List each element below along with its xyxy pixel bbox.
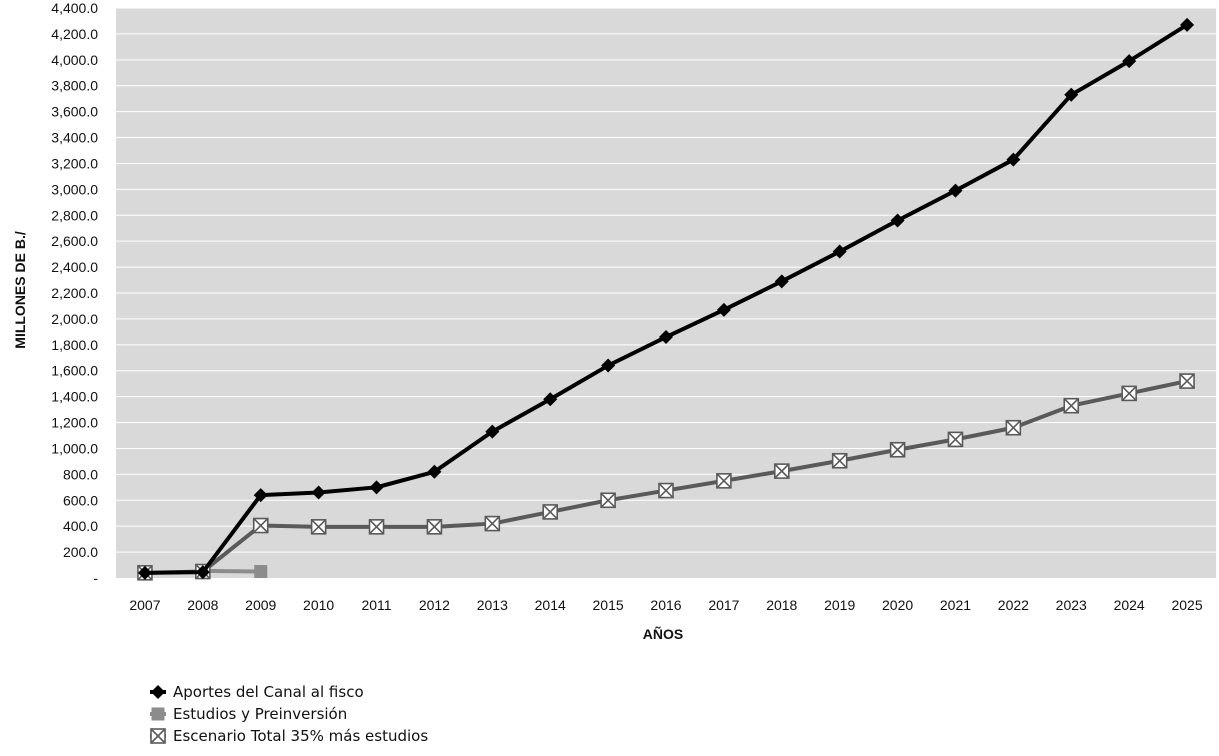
data-point [947,431,964,448]
legend-marker [150,728,166,744]
data-point [485,424,500,439]
series-group [137,17,1195,581]
x-tick-label: 2021 [940,597,971,613]
data-point [1180,17,1195,32]
legend: Aportes del Canal al fisco Estudios y Pre… [150,683,428,745]
x-tick-label: 2011 [361,597,391,613]
data-point [774,274,789,289]
y-tick-label: 1,200.0 [51,415,98,431]
legend-item: Escenario Total 35% más estudios [150,727,428,745]
x-tick-label: 2019 [824,597,855,613]
y-tick-label: 3,800.0 [51,78,98,94]
x-axis-ticks: 2007 2008 2009 2010 2011 2012 2013 2014 2015 2016… [129,597,1202,613]
data-point [426,519,443,535]
y-tick-label: 1,000.0 [51,440,98,456]
y-tick-label: 2,800.0 [51,207,98,223]
y-tick-label: 4,400.0 [51,0,98,16]
x-tick-label: 2012 [419,597,450,613]
data-point [195,565,210,580]
x-tick-label: 2016 [650,597,681,613]
legend-item: Estudios y Preinversión [150,705,347,723]
y-axis-title: MILLONES DE B./ [12,231,28,349]
data-point [889,441,906,458]
data-point [601,358,616,373]
x-tick-label: 2008 [187,597,218,613]
x-tick-label: 2014 [535,597,566,613]
x-tick-label: 2025 [1171,597,1202,613]
x-tick-label: 2007 [129,597,160,613]
data-point [716,302,731,317]
data-point [890,213,905,228]
y-tick-label: 800.0 [63,466,98,482]
data-point [252,517,269,534]
data-point [658,482,674,499]
legend-label: Estudios y Preinversión [173,705,347,723]
x-tick-label: 2010 [303,597,334,613]
x-tick-label: 2013 [477,597,508,613]
data-point [1122,54,1137,69]
y-tick-label: 4,000.0 [51,52,98,68]
data-point [369,480,384,495]
legend-item: Aportes del Canal al fisco [150,683,364,701]
legend-label: Escenario Total 35% más estudios [173,727,428,745]
data-point [1005,419,1022,436]
y-tick-label: 3,200.0 [51,155,98,171]
data-point [832,244,847,259]
data-point [1121,385,1137,402]
y-tick-label: 4,200.0 [51,26,98,42]
legend-marker [151,685,165,699]
series-line [202,568,261,574]
y-tick-label: 2,000.0 [51,311,98,327]
y-tick-label: - [93,570,98,586]
legend-marker [151,707,165,721]
y-tick-label: 2,600.0 [51,233,98,249]
y-tick-label: 1,600.0 [51,363,98,379]
data-point [1179,373,1195,389]
x-tick-label: 2023 [1056,597,1087,613]
data-point [1064,87,1079,102]
x-tick-label: 2022 [998,597,1029,613]
data-point [831,452,848,469]
data-point [773,463,790,479]
data-point [1006,152,1021,167]
x-tick-label: 2024 [1114,597,1145,613]
y-tick-label: 200.0 [63,544,98,560]
data-point [542,504,559,520]
x-tick-label: 2017 [708,597,739,613]
x-tick-label: 2009 [245,597,276,613]
y-tick-label: 1,400.0 [51,389,98,405]
y-tick-label: 3,600.0 [51,104,98,120]
data-point [253,488,268,503]
data-point [427,464,442,479]
data-point [311,485,326,500]
data-point [137,565,152,580]
y-tick-label: 600.0 [63,492,98,508]
data-point [948,183,963,198]
x-axis-title: AÑOS [643,625,683,642]
x-tick-label: 2018 [766,597,797,613]
data-point [1063,397,1080,414]
data-point [543,392,558,407]
data-point [600,492,616,509]
gridlines [116,7,1216,553]
data-point [659,330,673,345]
x-tick-label: 2020 [882,597,913,613]
y-axis-ticks: - 200.0 400.0 600.0 800.0 1,000.0 1,200.0 1,400… [51,0,98,586]
y-tick-label: 3,000.0 [51,181,98,197]
data-point [368,519,385,535]
y-tick-label: 2,200.0 [51,285,98,301]
data-point [310,519,327,535]
y-tick-label: 400.0 [63,518,98,534]
y-tick-label: 3,400.0 [51,130,98,146]
data-point [484,515,501,532]
data-point [254,565,268,579]
legend-label: Aportes del Canal al fisco [173,683,364,701]
x-tick-label: 2015 [593,597,624,613]
y-tick-label: 2,400.0 [51,259,98,275]
data-point [716,473,732,489]
y-tick-label: 1,800.0 [51,337,98,353]
